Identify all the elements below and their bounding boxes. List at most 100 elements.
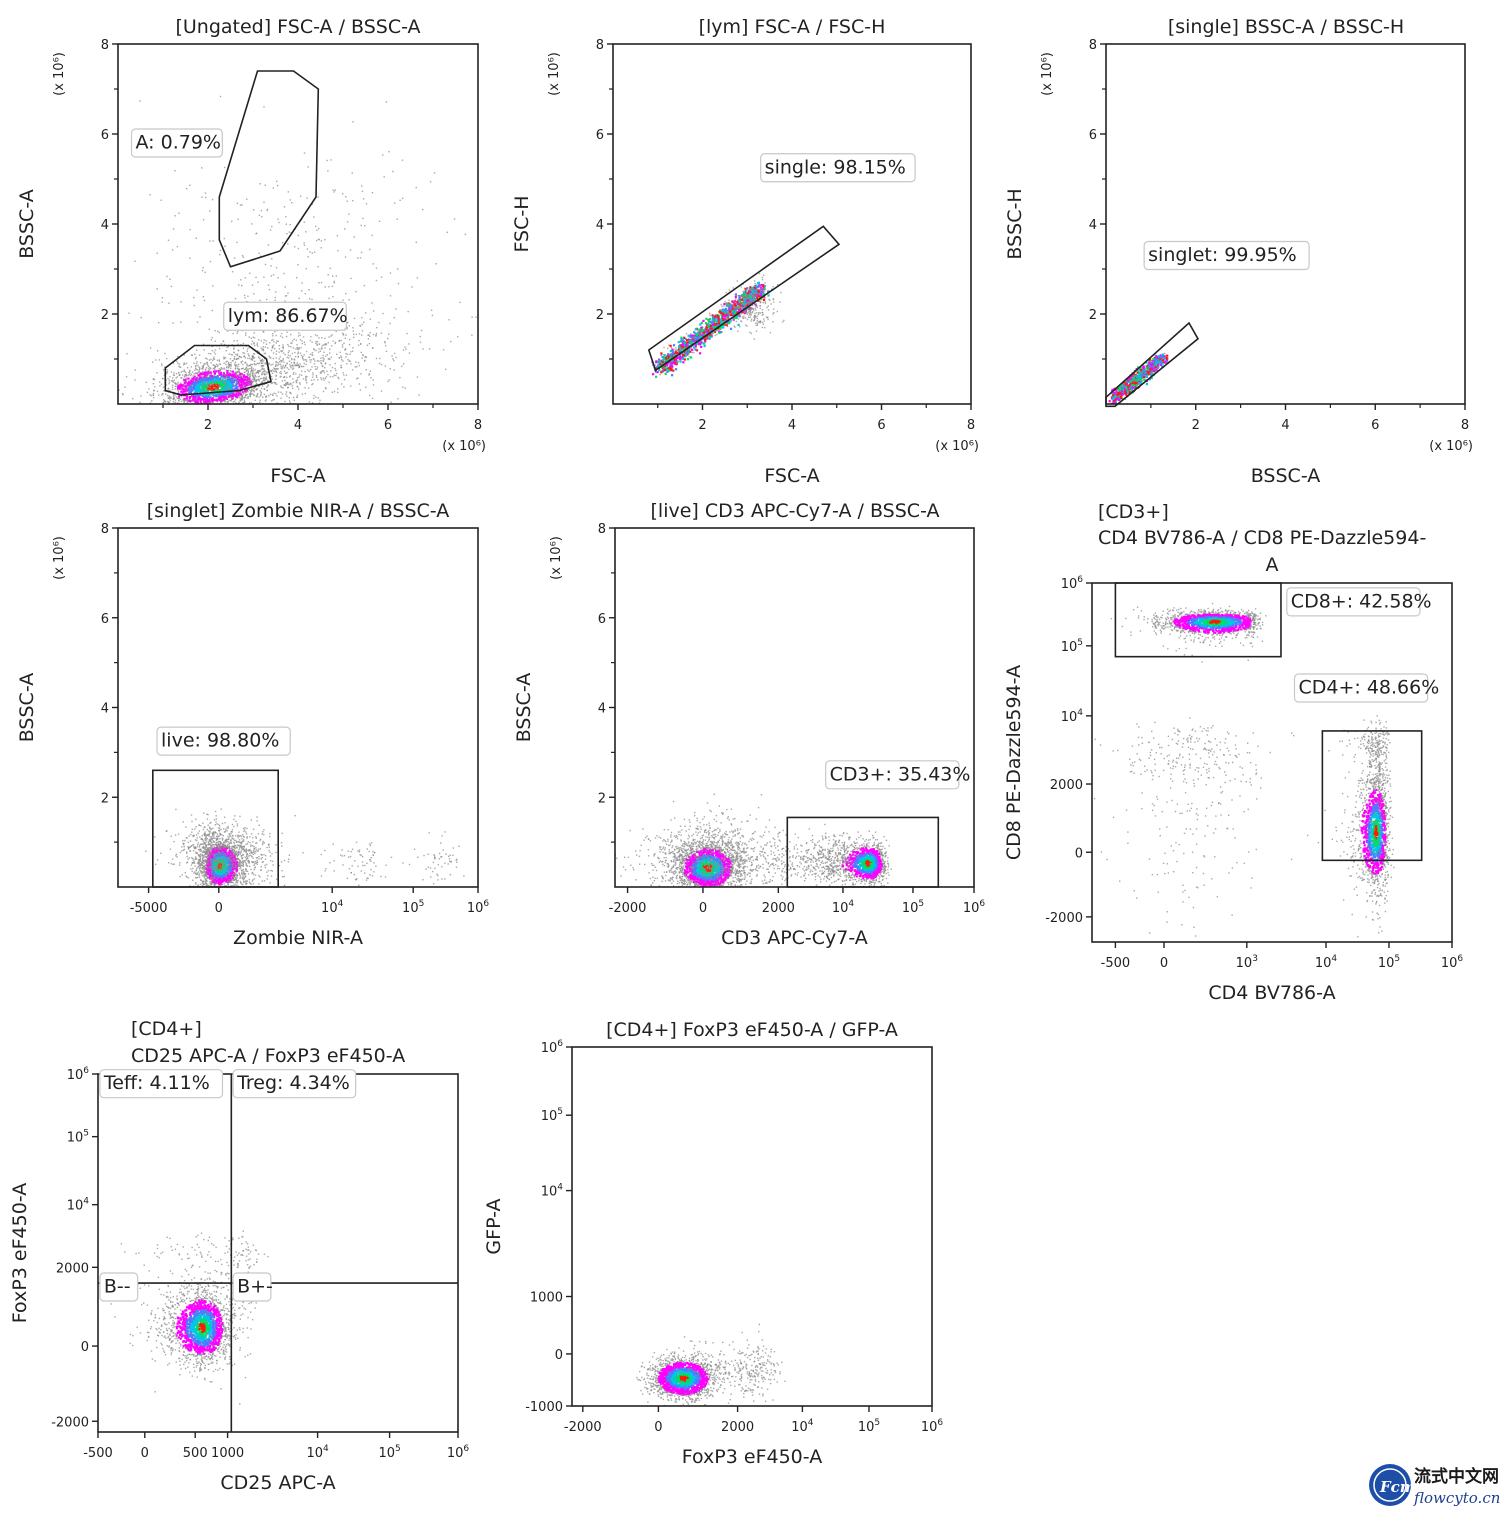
- event-dot: [219, 371, 223, 374]
- event-dot: [275, 334, 277, 337]
- event-dot: [303, 341, 306, 343]
- event-dot: [172, 401, 175, 403]
- event-dot: [254, 368, 257, 371]
- event-dot: [171, 249, 174, 251]
- event-dot: [212, 364, 214, 366]
- event-dot: [245, 366, 248, 368]
- event-dot: [246, 380, 248, 382]
- event-dot: [134, 379, 136, 381]
- event-dot: [749, 311, 752, 313]
- event-dot: [311, 366, 313, 368]
- event-dot: [711, 323, 715, 326]
- event-dot: [224, 386, 226, 389]
- event-dot: [278, 221, 280, 224]
- event-dot: [418, 394, 420, 396]
- event-dot: [763, 298, 766, 302]
- event-dot: [742, 290, 744, 293]
- event-dot: [172, 374, 175, 376]
- y-axis-label: FSC-H: [511, 195, 533, 252]
- event-dot: [404, 346, 406, 348]
- event-dot: [169, 278, 171, 280]
- event-dot: [746, 312, 748, 314]
- event-dot: [702, 342, 705, 345]
- event-dot: [287, 383, 290, 386]
- event-dot: [236, 367, 239, 370]
- gate-label[interactable]: single: 98.15%: [760, 153, 916, 183]
- event-dot: [326, 354, 328, 356]
- event-dot: [175, 396, 178, 398]
- event-dot: [360, 351, 362, 354]
- event-dot: [255, 363, 257, 366]
- event-dot: [186, 408, 187, 409]
- gate-label[interactable]: lym: 86.67%: [223, 301, 348, 331]
- event-dot: [680, 336, 683, 339]
- event-dot: [213, 398, 216, 402]
- event-dot: [309, 359, 311, 361]
- event-dot: [175, 377, 177, 379]
- event-dot: [419, 341, 422, 344]
- event-dot: [279, 356, 281, 358]
- event-dot: [226, 405, 227, 406]
- event-dot: [222, 378, 224, 380]
- event-dot: [277, 364, 279, 367]
- event-dot: [234, 378, 236, 380]
- event-dot: [329, 375, 332, 378]
- gate-label[interactable]: A: 0.79%: [130, 128, 223, 158]
- event-dot: [215, 378, 218, 381]
- event-dot: [333, 374, 335, 376]
- event-dot: [681, 351, 684, 355]
- event-dot: [175, 383, 177, 386]
- event-dot: [761, 279, 764, 281]
- event-dot: [251, 223, 253, 225]
- event-dot: [422, 208, 424, 211]
- event-dot: [751, 294, 754, 297]
- event-dot: [230, 367, 232, 369]
- event-dot: [724, 301, 726, 303]
- event-dot: [689, 350, 692, 353]
- event-dot: [408, 343, 410, 345]
- event-dot: [756, 317, 759, 320]
- event-dot: [313, 349, 316, 351]
- event-dot: [246, 390, 248, 392]
- x-tick-label: 4: [788, 418, 796, 433]
- event-dot: [178, 365, 180, 368]
- event-dot: [746, 318, 749, 321]
- event-dot: [195, 379, 198, 382]
- event-dot: [255, 422, 256, 423]
- event-dot: [308, 370, 310, 372]
- event-dot: [236, 202, 239, 205]
- event-dot: [307, 369, 309, 371]
- event-dot: [710, 323, 713, 326]
- event-dot: [257, 371, 259, 374]
- event-dot: [363, 321, 365, 324]
- event-dot: [366, 344, 369, 346]
- event-dot: [297, 351, 299, 353]
- event-dot: [375, 334, 377, 336]
- event-dot: [217, 420, 218, 421]
- gate-single[interactable]: [647, 225, 841, 372]
- event-dot: [246, 198, 248, 200]
- event-dot: [337, 388, 339, 390]
- event-dot: [246, 397, 248, 399]
- event-dot: [284, 384, 287, 387]
- event-dot: [160, 383, 163, 385]
- event-dot: [380, 332, 383, 334]
- event-dot: [239, 373, 242, 376]
- event-dot: [1134, 385, 1137, 389]
- gate-a[interactable]: [218, 70, 320, 268]
- event-dot: [241, 254, 244, 257]
- event-dot: [340, 366, 343, 369]
- event-dot: [722, 326, 725, 329]
- event-dot: [248, 383, 251, 385]
- event-dot: [215, 384, 218, 386]
- event-dot: [227, 388, 229, 390]
- event-dot: [248, 354, 250, 357]
- event-dot: [261, 373, 263, 376]
- gate-lym[interactable]: [164, 344, 272, 396]
- event-dot: [749, 306, 752, 309]
- event-dot: [737, 294, 739, 297]
- event-dot: [741, 296, 744, 300]
- event-dot: [247, 397, 249, 399]
- event-dot: [206, 390, 208, 392]
- event-dot: [312, 405, 313, 406]
